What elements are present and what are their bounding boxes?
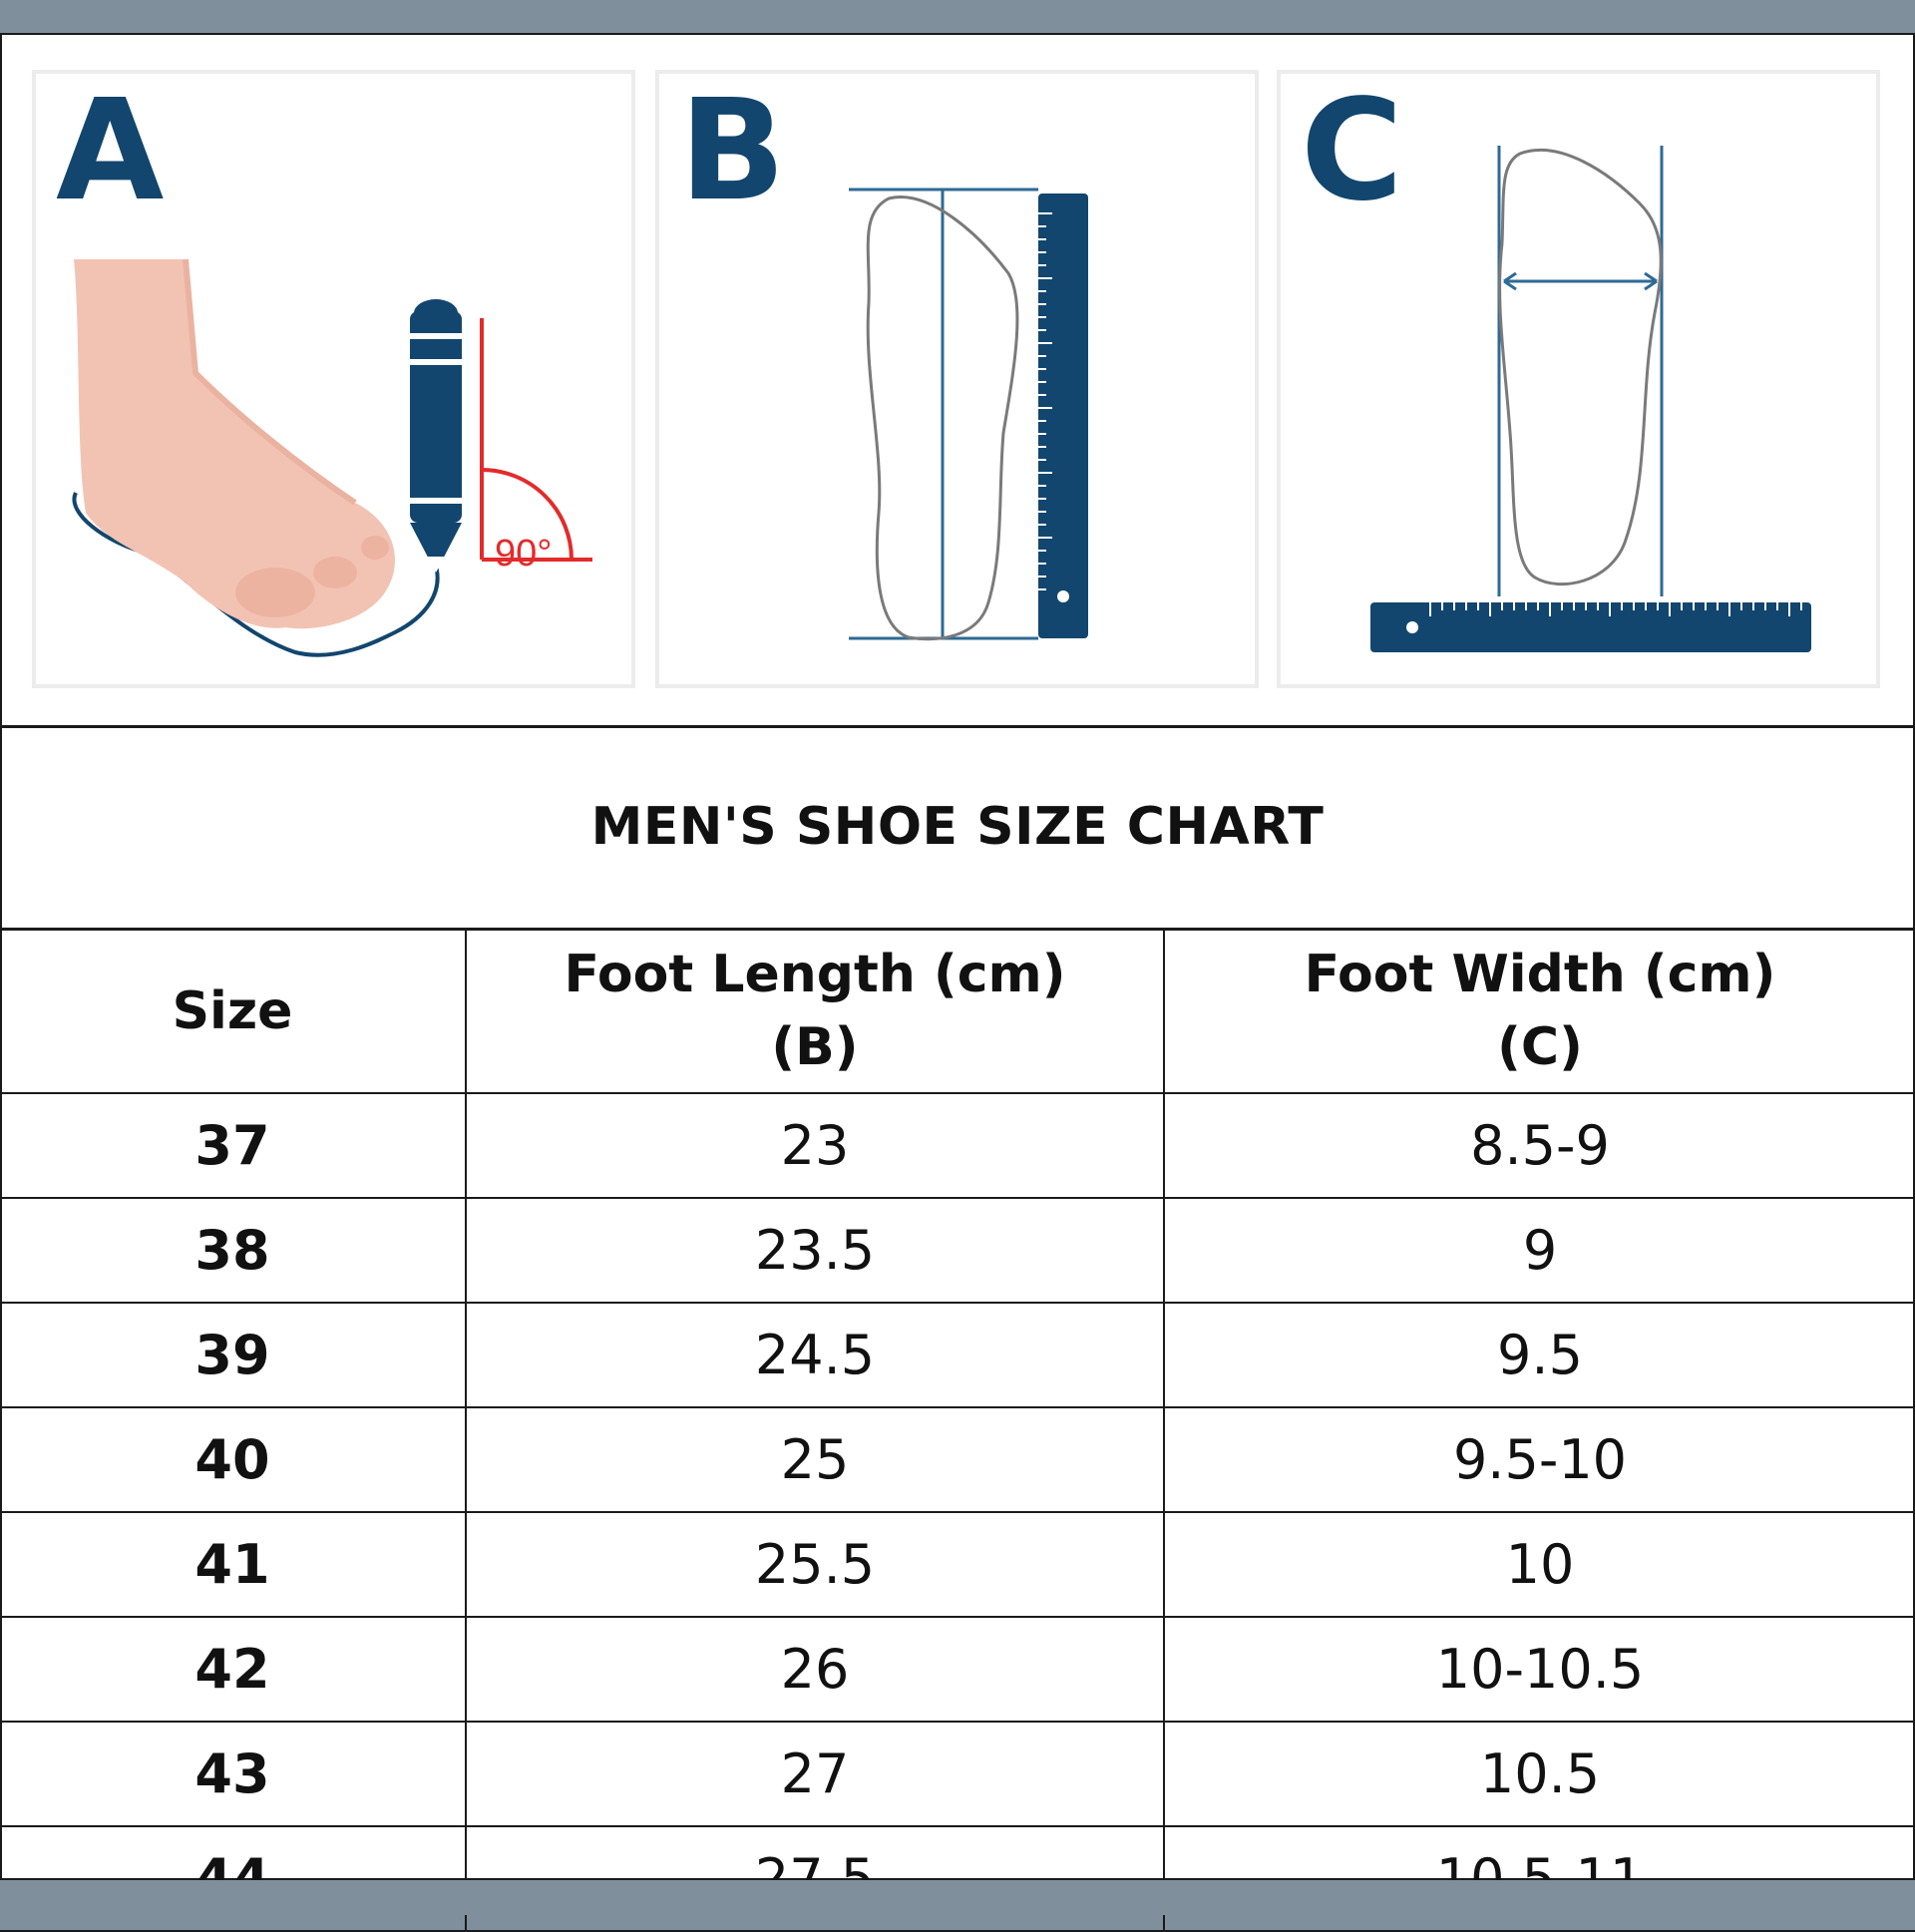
foot-outline-icon [866,195,1019,641]
header-foot-length-code: (B) [771,1017,859,1077]
foot-length-cell: 24.5 [465,1302,1165,1408]
foot-length-cell: 27.5 [465,1825,1165,1932]
table-row: 42 26 10-10.5 [0,1616,1915,1723]
panel-a: A 90° [32,70,635,688]
foot-length-illustration [849,188,1088,641]
foot-width-cell: 10 [1163,1511,1915,1618]
angle-label: 90° [495,533,553,575]
foot-width-cell: 10-10.5 [1163,1616,1915,1723]
table-row: 41 25.5 10 [0,1511,1915,1618]
foot-width-cell: 10.5-11 [1163,1825,1915,1932]
chart-title: MEN'S SHOE SIZE CHART [590,796,1325,857]
foot-width-cell: 9.5 [1163,1302,1915,1408]
foot-icon [72,258,440,657]
pencil-icon [410,299,462,573]
foot-length-cell: 26 [465,1616,1165,1723]
size-cell: 37 [0,1092,467,1199]
foot-length-cell: 23.5 [465,1197,1165,1304]
foot-width-cell: 9 [1163,1197,1915,1304]
panel-letter-b: B [679,70,786,232]
table-row: 40 25 9.5-10 [0,1406,1915,1513]
measurement-instructions: A 90° B [0,33,1915,728]
panel-b: B [655,70,1259,688]
foot-width-cell: 9.5-10 [1163,1406,1915,1513]
panel-c: C [1277,70,1880,688]
size-cell: 43 [0,1721,467,1827]
ruler-icon [1370,602,1811,652]
header-foot-width-code: (C) [1497,1017,1583,1077]
header-foot-length-label: Foot Length (cm) [564,945,1066,1005]
foot-tracing-illustration [72,258,592,657]
table-row: 43 27 10.5 [0,1721,1915,1827]
foot-length-cell: 23 [465,1092,1165,1199]
foot-width-cell: 8.5-9 [1163,1092,1915,1199]
panel-letter-a: A [56,70,165,232]
foot-width-illustration [1370,146,1811,652]
header-foot-length: Foot Length (cm) (B) [465,928,1165,1094]
size-cell: 38 [0,1197,467,1304]
foot-length-cell: 27 [465,1721,1165,1827]
size-cell: 44 [0,1825,467,1932]
size-cell: 41 [0,1511,467,1618]
header-size: Size [0,928,467,1094]
size-cell: 39 [0,1302,467,1408]
bottom-frame-band [0,1880,1915,1915]
foot-length-cell: 25 [465,1406,1165,1513]
size-chart-table: Size Foot Length (cm) (B) Foot Width (cm… [0,928,1915,1932]
table-header-row: Size Foot Length (cm) (B) Foot Width (cm… [0,928,1915,1094]
header-foot-width: Foot Width (cm) (C) [1163,928,1915,1094]
panel-letter-c: C [1301,70,1403,232]
table-row: 44 27.5 10.5-11 [0,1825,1915,1932]
size-guide-sheet: A 90° B [0,33,1915,1932]
table-row: 39 24.5 9.5 [0,1302,1915,1408]
table-row: 37 23 8.5-9 [0,1092,1915,1199]
size-cell: 42 [0,1616,467,1723]
table-row: 38 23.5 9 [0,1197,1915,1304]
foot-outline-icon [1498,148,1663,585]
foot-width-cell: 10.5 [1163,1721,1915,1827]
ruler-icon [1038,193,1088,638]
header-foot-width-label: Foot Width (cm) [1304,945,1776,1005]
foot-length-cell: 25.5 [465,1511,1165,1618]
size-cell: 40 [0,1406,467,1513]
right-angle-icon [480,318,592,562]
